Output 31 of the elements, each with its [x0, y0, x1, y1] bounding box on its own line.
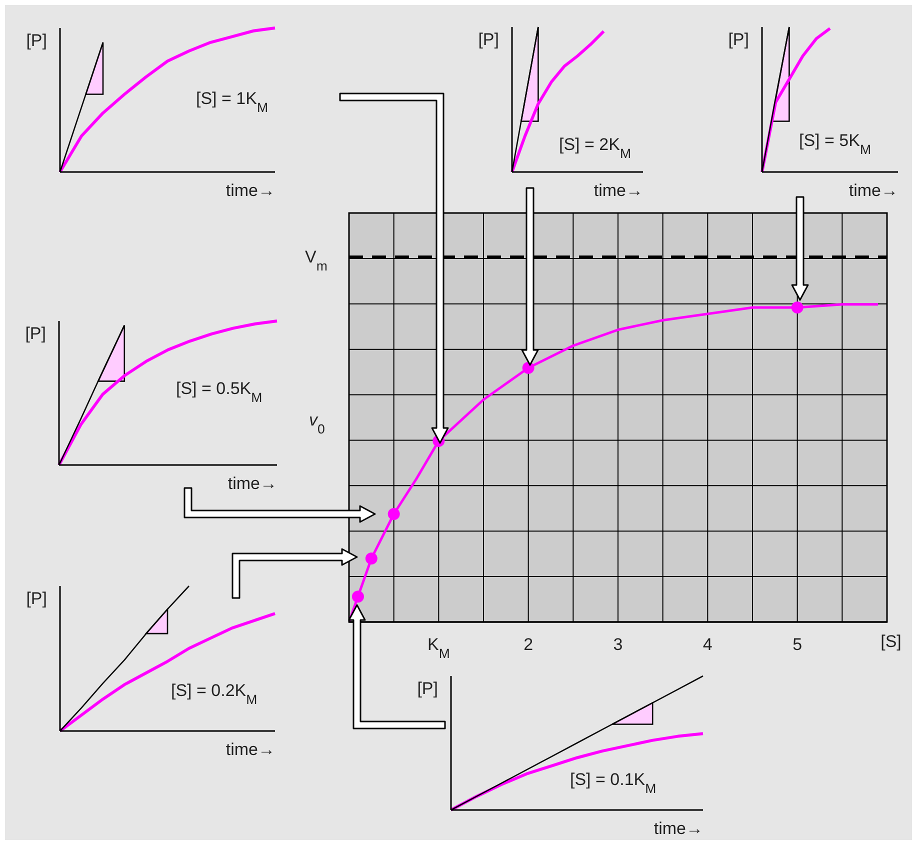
annotation: [S] = 0.1K$_{M}$: [570, 770, 656, 796]
annotation: [S] = 1K$_{M}$: [196, 89, 268, 114]
x-axis-title: time→: [848, 181, 898, 200]
annotation: [S] = 5K$_{M}$: [799, 131, 871, 156]
y-axis-title: [P]: [26, 31, 47, 50]
point: [388, 508, 400, 520]
x-axis-title: time→: [226, 181, 275, 200]
x-tick-label: 5: [792, 635, 802, 654]
point: [352, 590, 364, 603]
y-axis-title: [P]: [25, 324, 46, 343]
x-axis-title: [S]: [880, 632, 902, 651]
annotation: [S] = 2K$_{M}$: [559, 135, 631, 160]
point: [365, 552, 378, 564]
y-axis-title: [P]: [417, 679, 438, 698]
x-axis-title: time→: [594, 181, 643, 200]
x-tick-label: K$_{M}$: [427, 635, 450, 660]
x-tick-label: 2: [524, 635, 534, 654]
x-axis-title: time→: [228, 474, 277, 493]
y-axis-title: v$_{0}$: [309, 410, 325, 436]
annotation: [S] = 0.5K$_{M}$: [176, 379, 262, 404]
x-tick-label: 4: [702, 635, 712, 654]
y-axis-title: [P]: [728, 30, 749, 49]
y-axis-title: [P]: [478, 30, 499, 49]
x-axis-title: time→: [226, 740, 275, 759]
annotation: [S] = 0.2K$_{M}$: [171, 681, 258, 706]
x-tick-label: 3: [613, 635, 623, 654]
y-axis-title: [P]: [26, 589, 47, 608]
point: [791, 302, 804, 314]
ref-line-label: V$_{m}$: [305, 248, 328, 274]
x-axis-title: time→: [654, 819, 703, 838]
point: [522, 362, 534, 374]
